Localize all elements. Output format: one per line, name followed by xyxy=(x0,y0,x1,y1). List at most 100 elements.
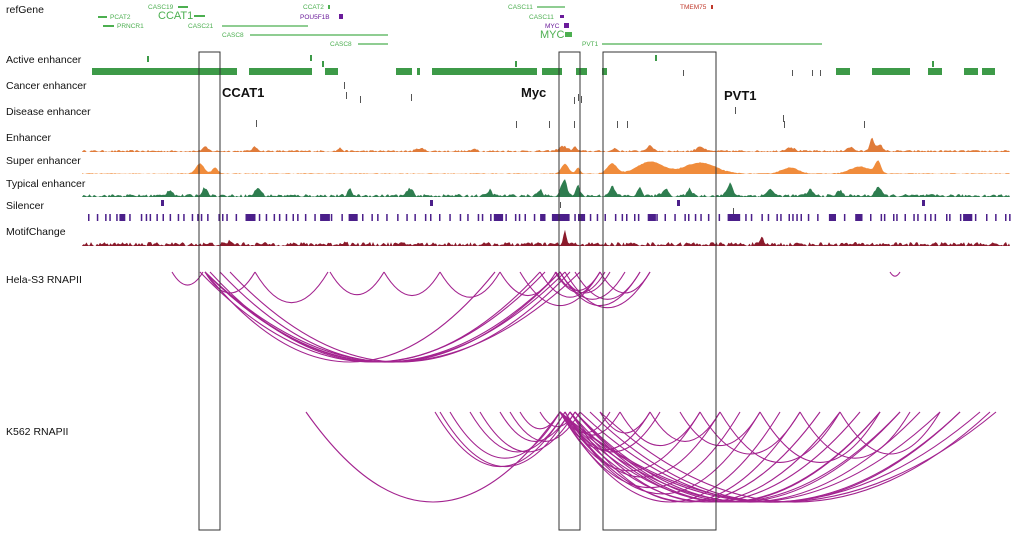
silencer-mark xyxy=(397,214,399,221)
silencer-mark xyxy=(621,214,624,221)
silencer-mark xyxy=(156,214,158,221)
k562-rnapii-loops xyxy=(305,411,997,503)
cancer-enhancer-tick xyxy=(581,96,582,103)
hela-loop-arc xyxy=(574,271,641,300)
k562-loop-arc xyxy=(499,411,571,442)
typical-enhancer-signal-area xyxy=(82,179,1010,197)
silencer-mark xyxy=(974,214,977,221)
k562-loop-arc xyxy=(599,411,991,503)
k562-loop-arc xyxy=(569,411,801,503)
silencer-mark xyxy=(924,214,927,221)
silencer-mark xyxy=(995,214,997,221)
highlight-boxes: CCAT1 Myc PVT1 xyxy=(198,51,757,531)
silencer-mark xyxy=(969,214,971,221)
silencer-mark xyxy=(430,200,433,206)
silencer-mark xyxy=(330,214,333,221)
k562-loop-arc xyxy=(649,411,721,442)
silencer-mark xyxy=(183,214,185,221)
silencer-mark xyxy=(656,214,658,221)
gene-body-ccat2 xyxy=(328,5,330,9)
silencer-mark xyxy=(767,214,770,221)
silencer-mark xyxy=(883,214,886,221)
track-labels: refGene Active enhancer Cancer enhancer … xyxy=(6,4,91,438)
k562-loop-arc xyxy=(759,411,881,463)
silencer-mark xyxy=(788,214,790,221)
active-enhancer-segment xyxy=(964,68,978,75)
gene-label-casc11-b: CASC11 xyxy=(529,14,554,21)
silencer-mark xyxy=(505,214,507,221)
motifchange-track xyxy=(82,229,1010,246)
k562-loop-arc xyxy=(564,411,661,453)
silencer-mark xyxy=(880,214,883,221)
silencer-mark xyxy=(694,214,697,221)
k562-loop-arc xyxy=(839,411,941,455)
active-enhancer-tick xyxy=(812,70,813,76)
silencer-mark xyxy=(439,214,441,221)
silencer-mark xyxy=(870,214,872,221)
silencer-mark xyxy=(129,214,131,221)
hela-loop-arc xyxy=(329,271,385,296)
active-enhancer-segment xyxy=(417,68,420,75)
cancer-enhancer-tick xyxy=(360,96,361,103)
active-enhancer-tick xyxy=(310,55,312,61)
silencer-mark xyxy=(796,214,798,221)
silencer-mark xyxy=(514,214,517,221)
silencer-mark xyxy=(96,214,99,221)
highlight-label-ccat1: CCAT1 xyxy=(222,85,264,100)
silencer-mark xyxy=(518,214,521,221)
silencer-mark xyxy=(700,214,702,221)
k562-loop-arc xyxy=(539,411,576,428)
highlight-label-myc: Myc xyxy=(521,85,546,100)
active-enhancer-tick xyxy=(932,61,934,67)
disease-enhancer-tick xyxy=(549,121,550,128)
silencer-mark xyxy=(414,214,416,221)
silencer-mark xyxy=(922,200,925,206)
hela-loop-arc xyxy=(254,271,329,303)
k562-loop-arc xyxy=(564,411,761,495)
active-enhancer-segment xyxy=(602,68,607,75)
active-enhancer-segment xyxy=(249,68,312,75)
silencer-mark xyxy=(589,214,592,221)
active-enhancer-tick xyxy=(322,61,324,67)
k562-loop-arc xyxy=(699,411,801,455)
active-enhancer-tick xyxy=(820,70,821,76)
active-enhancer-label: Active enhancer xyxy=(6,54,82,66)
k562-loop-arc xyxy=(559,411,781,503)
silencer-mark xyxy=(200,214,203,221)
silencer-mark xyxy=(258,214,261,221)
disease-enhancer-tick xyxy=(627,121,628,128)
silencer-mark xyxy=(963,214,973,221)
super-enhancer-track xyxy=(82,160,1010,174)
gene-body-myc xyxy=(565,32,572,37)
silencer-mark xyxy=(278,214,281,221)
silencer-mark xyxy=(140,214,143,221)
silencer-mark xyxy=(177,214,180,221)
silencer-mark xyxy=(449,214,451,221)
refgene-track: PCAT2 PRNCR1 CASC19 CCAT1 CASC21 CASC8 C… xyxy=(98,4,822,48)
disease-enhancer-tick xyxy=(783,115,784,122)
silencer-mark xyxy=(583,214,586,221)
hela-loop-arc xyxy=(889,271,901,277)
silencer-mark xyxy=(1009,214,1011,221)
silencer-mark xyxy=(497,214,499,221)
hela-loop-arc xyxy=(564,271,651,309)
hela-loop-arc xyxy=(519,271,601,307)
k562-loop-arc xyxy=(519,411,561,430)
gene-body-myc-small xyxy=(564,23,569,28)
silencer-mark xyxy=(734,214,736,221)
cancer-enhancer-tick xyxy=(574,97,575,104)
k562-loop-arc xyxy=(305,411,561,503)
silencer-mark xyxy=(88,214,90,221)
silencer-mark xyxy=(807,214,810,221)
enhancer-track xyxy=(82,137,1010,152)
k562-loop-arc xyxy=(479,411,576,453)
disease-enhancer-tick xyxy=(617,121,618,128)
silencer-mark xyxy=(348,214,357,221)
silencer-mark xyxy=(574,214,576,221)
silencer-mark xyxy=(551,214,563,221)
refgene-label: refGene xyxy=(6,4,44,16)
silencer-mark xyxy=(424,214,427,221)
k562-loop-arc xyxy=(569,411,841,503)
gene-label-pou5f1b: POU5F1B xyxy=(300,14,330,21)
active-enhancer-segment xyxy=(542,68,562,75)
